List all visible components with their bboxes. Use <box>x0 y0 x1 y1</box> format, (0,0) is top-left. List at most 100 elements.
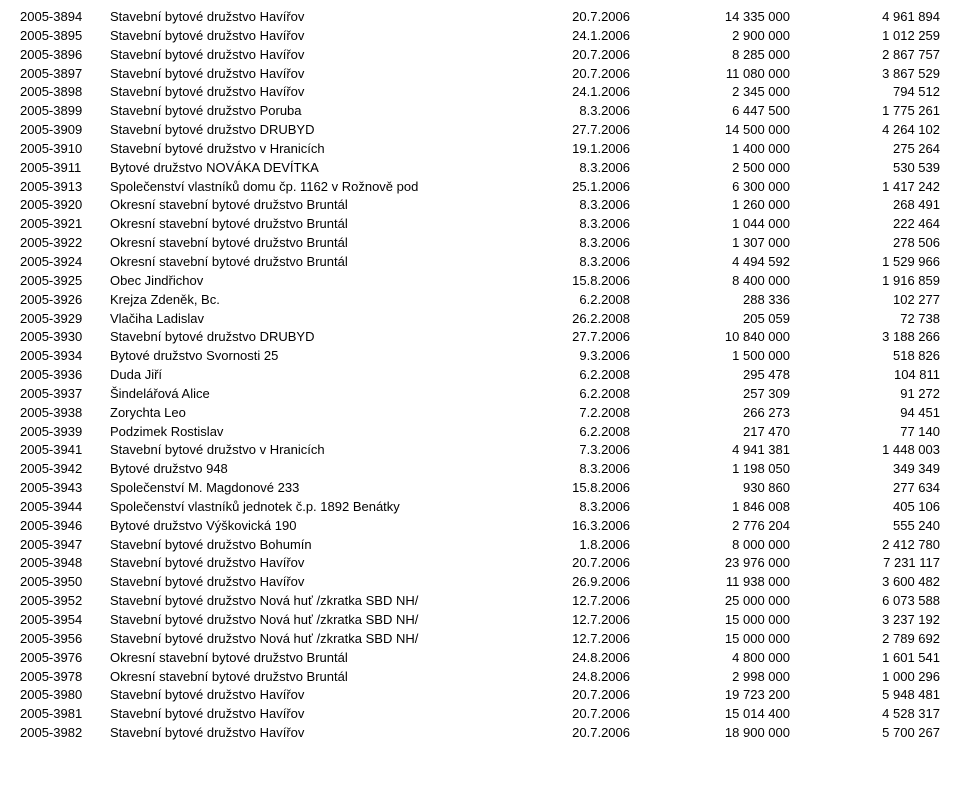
table-row: 2005-3946Bytové družstvo Výškovická 1901… <box>20 517 940 536</box>
table-row: 2005-3909Stavební bytové družstvo DRUBYD… <box>20 121 940 140</box>
table-row: 2005-3942Bytové družstvo 9488.3.20061 19… <box>20 460 940 479</box>
cell-amount-1: 4 494 592 <box>630 253 790 272</box>
cell-name: Stavební bytové družstvo Poruba <box>110 102 520 121</box>
cell-date: 12.7.2006 <box>520 611 630 630</box>
table-row: 2005-3913Společenství vlastníků domu čp.… <box>20 178 940 197</box>
cell-amount-1: 266 273 <box>630 404 790 423</box>
cell-name: Okresní stavební bytové družstvo Bruntál <box>110 649 520 668</box>
cell-amount-1: 2 998 000 <box>630 668 790 687</box>
cell-amount-2: 1 775 261 <box>790 102 940 121</box>
cell-amount-1: 217 470 <box>630 423 790 442</box>
cell-amount-2: 6 073 588 <box>790 592 940 611</box>
cell-id: 2005-3894 <box>20 8 110 27</box>
cell-name: Stavební bytové družstvo DRUBYD <box>110 328 520 347</box>
cell-id: 2005-3946 <box>20 517 110 536</box>
cell-name: Stavební bytové družstvo Nová huť /zkrat… <box>110 611 520 630</box>
cell-date: 20.7.2006 <box>520 705 630 724</box>
cell-date: 27.7.2006 <box>520 121 630 140</box>
cell-name: Stavební bytové družstvo Havířov <box>110 573 520 592</box>
cell-name: Stavební bytové družstvo Havířov <box>110 686 520 705</box>
cell-name: Společenství vlastníků domu čp. 1162 v R… <box>110 178 520 197</box>
cell-date: 8.3.2006 <box>520 196 630 215</box>
cell-amount-1: 1 846 008 <box>630 498 790 517</box>
cell-id: 2005-3956 <box>20 630 110 649</box>
cell-amount-1: 8 285 000 <box>630 46 790 65</box>
cell-name: Stavební bytové družstvo Nová huť /zkrat… <box>110 630 520 649</box>
cell-date: 20.7.2006 <box>520 65 630 84</box>
cell-amount-2: 3 600 482 <box>790 573 940 592</box>
cell-amount-2: 349 349 <box>790 460 940 479</box>
cell-name: Stavební bytové družstvo Havířov <box>110 8 520 27</box>
cell-amount-2: 275 264 <box>790 140 940 159</box>
cell-amount-1: 2 776 204 <box>630 517 790 536</box>
cell-date: 6.2.2008 <box>520 366 630 385</box>
cell-id: 2005-3897 <box>20 65 110 84</box>
cell-id: 2005-3976 <box>20 649 110 668</box>
cell-amount-1: 2 345 000 <box>630 83 790 102</box>
cell-amount-2: 1 916 859 <box>790 272 940 291</box>
cell-id: 2005-3929 <box>20 310 110 329</box>
cell-amount-1: 1 400 000 <box>630 140 790 159</box>
cell-date: 20.7.2006 <box>520 724 630 743</box>
cell-amount-1: 15 014 400 <box>630 705 790 724</box>
table-row: 2005-3911Bytové družstvo NOVÁKA DEVÍTKA8… <box>20 159 940 178</box>
cell-id: 2005-3981 <box>20 705 110 724</box>
table-row: 2005-3950Stavební bytové družstvo Havířo… <box>20 573 940 592</box>
cell-id: 2005-3913 <box>20 178 110 197</box>
cell-id: 2005-3925 <box>20 272 110 291</box>
cell-date: 9.3.2006 <box>520 347 630 366</box>
cell-amount-2: 102 277 <box>790 291 940 310</box>
cell-name: Okresní stavební bytové družstvo Bruntál <box>110 668 520 687</box>
cell-amount-1: 4 941 381 <box>630 441 790 460</box>
cell-name: Společenství M. Magdonové 233 <box>110 479 520 498</box>
cell-id: 2005-3980 <box>20 686 110 705</box>
cell-id: 2005-3942 <box>20 460 110 479</box>
table-row: 2005-3982Stavební bytové družstvo Havířo… <box>20 724 940 743</box>
cell-amount-2: 794 512 <box>790 83 940 102</box>
cell-name: Stavební bytové družstvo v Hranicích <box>110 441 520 460</box>
cell-id: 2005-3899 <box>20 102 110 121</box>
cell-name: Stavební bytové družstvo v Hranicích <box>110 140 520 159</box>
cell-amount-1: 2 500 000 <box>630 159 790 178</box>
cell-id: 2005-3982 <box>20 724 110 743</box>
cell-amount-1: 25 000 000 <box>630 592 790 611</box>
cell-name: Bytové družstvo Výškovická 190 <box>110 517 520 536</box>
cell-amount-2: 268 491 <box>790 196 940 215</box>
cell-amount-2: 277 634 <box>790 479 940 498</box>
cell-amount-1: 11 938 000 <box>630 573 790 592</box>
cell-date: 20.7.2006 <box>520 46 630 65</box>
cell-name: Stavební bytové družstvo Nová huť /zkrat… <box>110 592 520 611</box>
cell-name: Vlačiha Ladislav <box>110 310 520 329</box>
table-row: 2005-3938Zorychta Leo7.2.2008266 27394 4… <box>20 404 940 423</box>
cell-amount-2: 91 272 <box>790 385 940 404</box>
table-row: 2005-3944Společenství vlastníků jednotek… <box>20 498 940 517</box>
cell-amount-1: 8 000 000 <box>630 536 790 555</box>
cell-date: 15.8.2006 <box>520 479 630 498</box>
cell-name: Okresní stavební bytové družstvo Bruntál <box>110 215 520 234</box>
cell-amount-2: 94 451 <box>790 404 940 423</box>
cell-id: 2005-3926 <box>20 291 110 310</box>
cell-amount-2: 4 264 102 <box>790 121 940 140</box>
cell-id: 2005-3941 <box>20 441 110 460</box>
cell-date: 7.2.2008 <box>520 404 630 423</box>
cell-amount-2: 530 539 <box>790 159 940 178</box>
cell-name: Okresní stavební bytové družstvo Bruntál <box>110 196 520 215</box>
cell-amount-2: 72 738 <box>790 310 940 329</box>
cell-date: 12.7.2006 <box>520 592 630 611</box>
cell-id: 2005-3950 <box>20 573 110 592</box>
table-row: 2005-3976Okresní stavební bytové družstv… <box>20 649 940 668</box>
cell-amount-1: 1 044 000 <box>630 215 790 234</box>
cell-amount-1: 257 309 <box>630 385 790 404</box>
table-row: 2005-3981Stavební bytové družstvo Havířo… <box>20 705 940 724</box>
cell-date: 1.8.2006 <box>520 536 630 555</box>
cell-date: 8.3.2006 <box>520 460 630 479</box>
cell-amount-2: 1 529 966 <box>790 253 940 272</box>
cell-id: 2005-3944 <box>20 498 110 517</box>
cell-date: 8.3.2006 <box>520 215 630 234</box>
cell-amount-1: 6 300 000 <box>630 178 790 197</box>
cell-date: 8.3.2006 <box>520 159 630 178</box>
table-row: 2005-3925Obec Jindřichov15.8.20068 400 0… <box>20 272 940 291</box>
cell-amount-1: 295 478 <box>630 366 790 385</box>
cell-date: 25.1.2006 <box>520 178 630 197</box>
cell-name: Stavební bytové družstvo Bohumín <box>110 536 520 555</box>
